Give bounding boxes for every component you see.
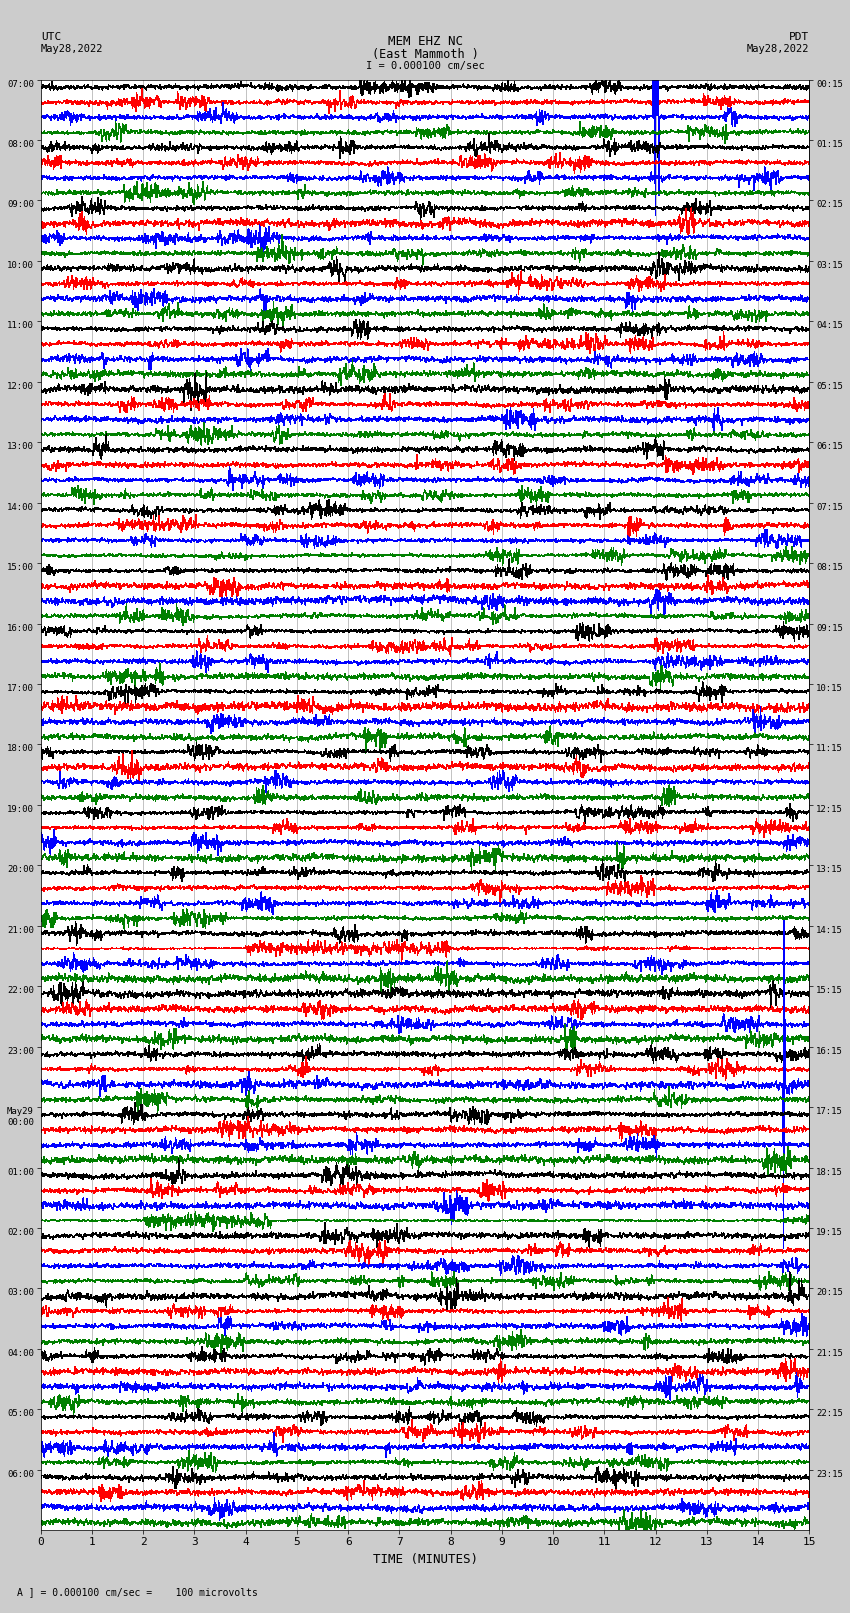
Text: MEM EHZ NC: MEM EHZ NC: [388, 35, 462, 48]
Text: May28,2022: May28,2022: [41, 44, 103, 53]
Text: I = 0.000100 cm/sec: I = 0.000100 cm/sec: [366, 61, 484, 71]
Text: PDT: PDT: [789, 32, 809, 42]
Text: UTC: UTC: [41, 32, 61, 42]
Text: (East Mammoth ): (East Mammoth ): [371, 48, 479, 61]
Text: May28,2022: May28,2022: [747, 44, 809, 53]
X-axis label: TIME (MINUTES): TIME (MINUTES): [372, 1553, 478, 1566]
Text: A ] = 0.000100 cm/sec =    100 microvolts: A ] = 0.000100 cm/sec = 100 microvolts: [17, 1587, 258, 1597]
